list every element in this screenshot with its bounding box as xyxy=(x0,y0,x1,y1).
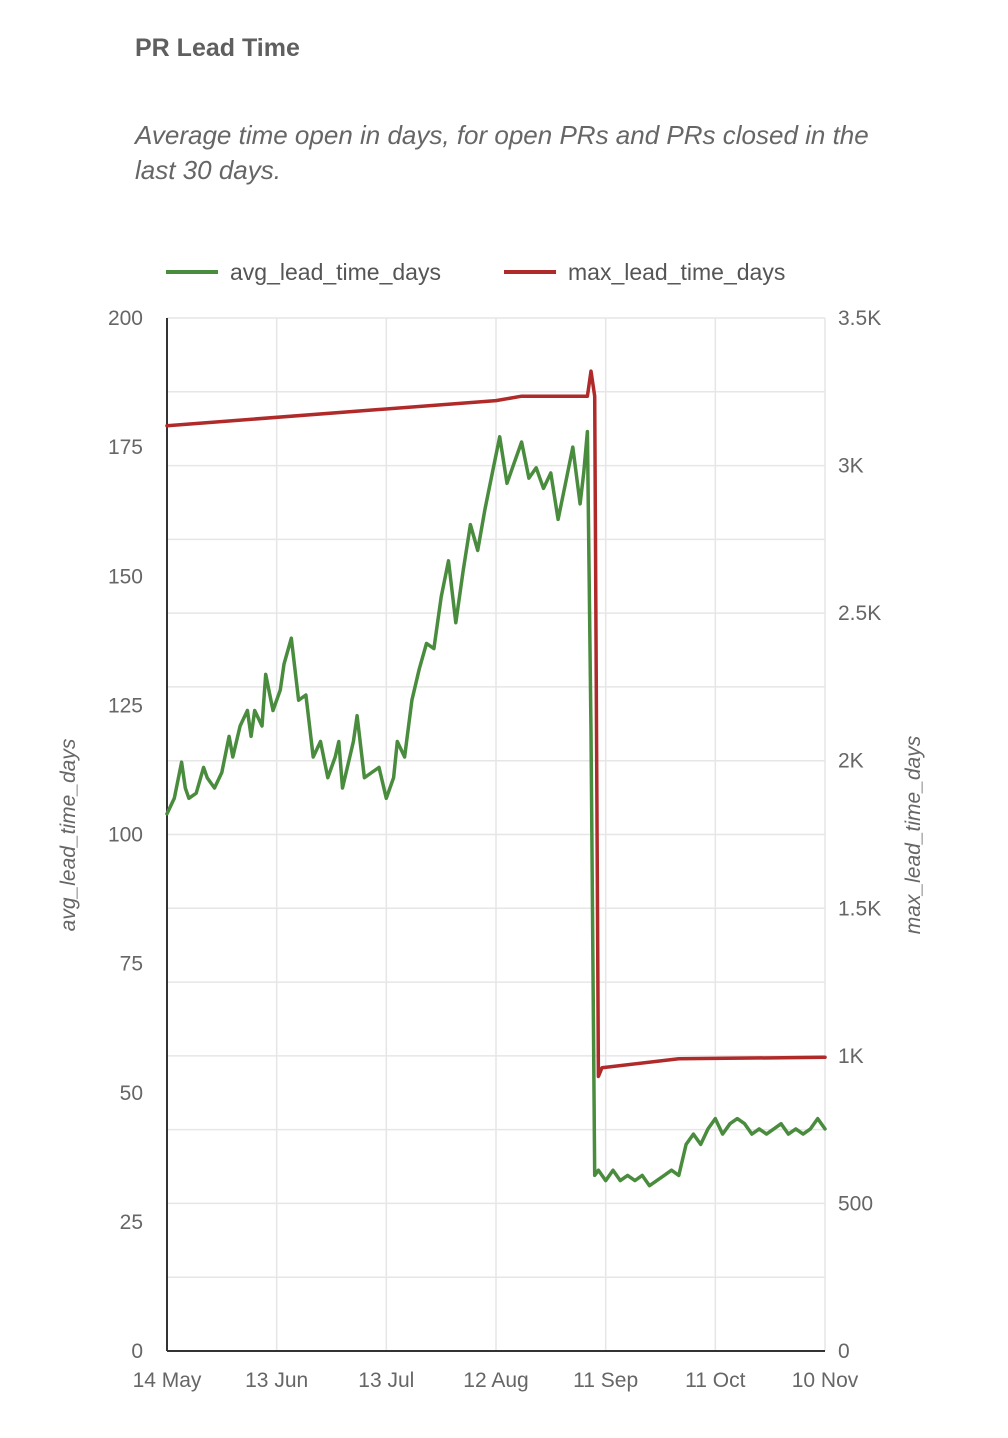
left-tick-label: 75 xyxy=(120,953,143,976)
right-axis-ticks: 0 500 1K 1.5K 2K 2.5K 3K 3.5K xyxy=(838,307,881,1363)
legend-label-avg: avg_lead_time_days xyxy=(230,259,441,285)
right-tick-label: 500 xyxy=(838,1192,873,1215)
left-axis-title: avg_lead_time_days xyxy=(57,738,80,931)
right-tick-label: 0 xyxy=(838,1340,850,1363)
right-tick-label: 1.5K xyxy=(838,897,881,920)
left-tick-label: 100 xyxy=(108,824,143,847)
x-tick-label: 10 Nov xyxy=(792,1369,859,1392)
series-lines xyxy=(165,369,827,1188)
left-tick-label: 25 xyxy=(120,1211,143,1234)
x-axis-ticks: 14 May 13 Jun 13 Jul 12 Aug 11 Sep 11 Oct 10 N… xyxy=(133,1369,859,1392)
right-tick-label: 3K xyxy=(838,455,864,478)
left-tick-label: 200 xyxy=(108,307,143,330)
x-tick-label: 13 Jun xyxy=(245,1369,308,1392)
right-tick-label: 2K xyxy=(838,750,864,773)
gridlines xyxy=(166,317,826,1352)
chart-subtitle: Average time open in days, for open PRs … xyxy=(135,120,869,185)
left-tick-label: 0 xyxy=(131,1340,143,1363)
chart-title: PR Lead Time xyxy=(135,34,300,62)
left-tick-label: 175 xyxy=(108,436,143,459)
left-tick-label: 150 xyxy=(108,565,143,588)
left-tick-label: 125 xyxy=(108,694,143,717)
right-tick-label: 3.5K xyxy=(838,307,881,330)
axes xyxy=(166,318,825,1352)
right-tick-label: 1K xyxy=(838,1045,864,1068)
left-tick-label: 50 xyxy=(120,1082,143,1105)
x-tick-label: 13 Jul xyxy=(358,1369,414,1392)
x-tick-label: 11 Oct xyxy=(685,1369,745,1392)
right-axis-title: max_lead_time_days xyxy=(902,735,925,934)
right-tick-label: 2.5K xyxy=(838,602,881,625)
left-axis-ticks: 0 25 50 75 100 125 150 175 200 xyxy=(108,307,143,1363)
x-tick-label: 14 May xyxy=(133,1369,202,1392)
max-lead-time-line xyxy=(165,369,827,1079)
x-tick-label: 12 Aug xyxy=(463,1369,528,1392)
legend: avg_lead_time_days max_lead_time_days xyxy=(166,259,785,285)
x-tick-label: 11 Sep xyxy=(573,1369,638,1392)
avg-lead-time-line xyxy=(165,429,827,1188)
legend-label-max: max_lead_time_days xyxy=(568,259,785,285)
